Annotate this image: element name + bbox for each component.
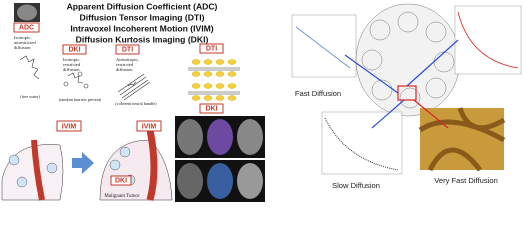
caption: (random barriers present) bbox=[59, 97, 102, 102]
box-label: DKI bbox=[115, 178, 127, 185]
band bbox=[188, 67, 240, 71]
box-label: DTI bbox=[206, 46, 217, 53]
box-label: IVIM bbox=[142, 123, 157, 130]
box-label: ADC bbox=[19, 25, 34, 32]
label-box bbox=[56, 120, 82, 132]
plot-very-fast bbox=[454, 5, 522, 75]
desc-line: Anisotropic, bbox=[116, 57, 139, 63]
title-line: Diffusion Kurtosis Imaging (DKI) bbox=[76, 34, 209, 44]
caption: (free water) bbox=[20, 94, 40, 99]
desc-line: diffusion bbox=[116, 67, 133, 72]
brain-shape bbox=[17, 4, 37, 21]
label-box bbox=[110, 175, 132, 186]
label-box bbox=[199, 43, 224, 54]
label-box bbox=[199, 103, 224, 114]
description: Isotropic, unrestricted diffusion Isotro… bbox=[14, 35, 139, 72]
desc-line: restricted bbox=[63, 62, 81, 67]
box-label: DKI bbox=[68, 47, 80, 54]
band bbox=[188, 91, 240, 95]
box-label: DTI bbox=[122, 47, 133, 54]
figure: Apparent Diffusion Coefficient (ADC) Dif… bbox=[1, 1, 522, 202]
arrow bbox=[72, 152, 94, 174]
vessel-image bbox=[418, 107, 506, 172]
desc-line: unrestricted bbox=[14, 40, 36, 45]
box-label: DKI bbox=[205, 106, 217, 113]
brain-scans bbox=[175, 116, 265, 202]
plot-slow bbox=[321, 111, 403, 175]
title-line: Apparent Diffusion Coefficient (ADC) bbox=[67, 1, 218, 11]
desc-line: diffusion bbox=[63, 67, 80, 72]
diffusion-sketch bbox=[19, 55, 151, 101]
plot-fast bbox=[291, 14, 357, 78]
title-line: Diffusion Tensor Imaging (DTI) bbox=[80, 12, 205, 22]
desc-line: Isotropic, bbox=[14, 35, 31, 41]
cell-diagram bbox=[355, 3, 461, 117]
region-label: Very Fast Diffusion bbox=[434, 176, 498, 185]
tumor-label: Malignant Tumor bbox=[104, 194, 139, 199]
label-box bbox=[62, 44, 87, 55]
region-label: Slow Diffusion bbox=[332, 181, 380, 190]
tissue-right bbox=[99, 129, 173, 201]
box-label: IVIM bbox=[62, 123, 77, 130]
caption: (coherent neural bundle) bbox=[115, 101, 157, 106]
label-box bbox=[115, 44, 140, 55]
desc-line: Isotropic, bbox=[63, 57, 80, 63]
desc-line: diffusion bbox=[14, 45, 31, 50]
page: {"left_panel": { "title_lines": ["Appare… bbox=[1, 1, 522, 202]
cell-grid bbox=[191, 59, 237, 101]
title-line: Intravoxel Incoherent Motion (IVIM) bbox=[70, 23, 213, 33]
label-box bbox=[13, 22, 40, 33]
desc-line: restricted bbox=[116, 62, 134, 67]
label-box bbox=[136, 120, 162, 132]
arrows bbox=[344, 39, 459, 129]
tissue-left bbox=[1, 139, 64, 201]
region-label: Fast Diffusion bbox=[295, 89, 341, 98]
